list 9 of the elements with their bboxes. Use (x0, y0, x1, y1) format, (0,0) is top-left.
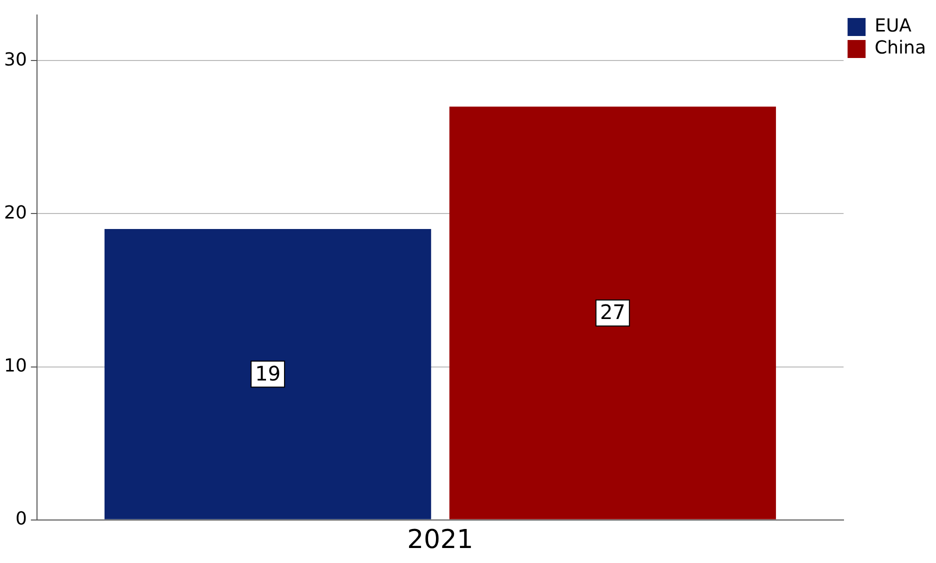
legend-label: China (874, 38, 926, 59)
y-tick-label: 10 (4, 355, 27, 376)
x-tick-label: 2021 (407, 525, 474, 556)
data-label: 19 (255, 361, 281, 386)
y-tick-label: 20 (4, 202, 27, 224)
legend-label: EUA (874, 16, 912, 37)
y-tick-label: 30 (4, 49, 27, 70)
y-tick-label: 0 (15, 508, 27, 530)
data-label: 27 (600, 300, 626, 324)
